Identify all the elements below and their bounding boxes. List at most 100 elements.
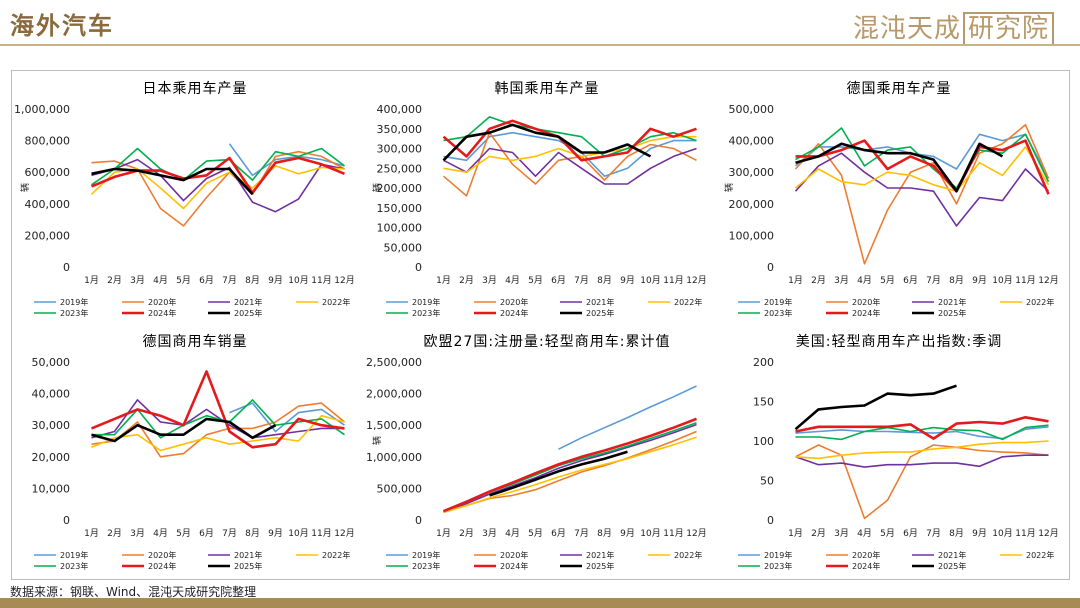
series-line-2025年 [442,123,652,162]
y-axis-label: 辆 [19,183,31,192]
x-tick-label: 1月 [788,528,803,539]
legend-label: 2019年 [412,550,440,560]
y-tick-label: 250,000 [377,162,423,175]
y-tick-label: 200 [753,356,774,369]
chart-panel-eu27-lcv-registrations: 欧盟27国:注册量:轻型商用车:累计值 0 500,000 1,000,000 1,50… [364,324,714,576]
series-line-2019年 [228,143,345,177]
brand-logo: 混沌天成 研究院 [853,8,1054,46]
chart-svg: 德国商用车销量 0 10,000 20,000 30,000 40,000 50,000 1月… [32,333,355,571]
y-tick-label: 0 [63,261,70,274]
x-tick-label: 8月 [245,275,260,286]
series-line-2020年 [91,150,345,227]
legend-label: 2025年 [234,308,262,318]
x-tick-label: 5月 [880,528,895,539]
legend-label: 2024年 [148,308,176,318]
x-tick-label: 12月 [1038,275,1058,286]
y-tick-label: 2,500,000 [366,356,422,369]
y-tick-label: 0 [767,261,774,274]
x-tick-label: 2月 [459,275,474,286]
legend-label: 2019年 [412,297,440,307]
y-tick-label: 400,000 [25,198,71,211]
legend-label: 2022年 [674,297,702,307]
series-line-2021年 [91,158,345,213]
series-line-2024年 [91,156,345,194]
series-line-2025年 [489,450,628,497]
y-tick-label: 350,000 [377,123,423,136]
legend-label: 2020年 [500,550,528,560]
series-line-2023年 [91,399,345,439]
legend-label: 2019年 [764,297,792,307]
legend-label: 2024年 [148,561,176,571]
x-tick-label: 8月 [245,528,260,539]
series-line-2024年 [91,370,345,449]
x-tick-label: 3月 [130,528,145,539]
y-tick-label: 150 [753,396,774,409]
legend-label: 2024年 [500,308,528,318]
x-tick-label: 12月 [334,528,354,539]
x-tick-label: 2月 [811,528,826,539]
charts-frame [11,70,1070,580]
legend-label: 2025年 [938,561,966,571]
x-tick-label: 6月 [199,275,214,286]
series-line-2025年 [794,384,957,431]
legend-label: 2022年 [1026,550,1054,560]
y-tick-label: 100 [753,435,774,448]
x-tick-label: 7月 [574,275,589,286]
x-tick-label: 7月 [926,528,941,539]
x-tick-label: 2月 [107,528,122,539]
x-tick-label: 9月 [620,275,635,286]
x-tick-label: 3月 [482,275,497,286]
x-tick-label: 1月 [84,275,99,286]
legend-label: 2020年 [148,297,176,307]
series-line-2020年 [442,131,697,197]
chart-title: 德国乘用车产量 [847,80,952,97]
legend-label: 2020年 [852,297,880,307]
series-line-2022年 [91,414,345,452]
legend-label: 2019年 [60,297,88,307]
y-tick-label: 150,000 [377,202,423,215]
x-tick-label: 11月 [311,528,331,539]
chart-svg: 德国乘用车产量 0 100,000 200,000 300,000 400,000 500,… [723,80,1059,318]
legend-label: 2022年 [1026,297,1054,307]
series-line-2024年 [795,416,1049,440]
x-tick-label: 11月 [663,528,683,539]
x-tick-label: 4月 [153,275,168,286]
chart-title: 德国商用车销量 [143,333,248,350]
legend-label: 2023年 [764,561,792,571]
x-tick-label: 6月 [903,528,918,539]
x-tick-label: 7月 [574,528,589,539]
y-tick-label: 50,000 [384,241,423,254]
legend-label: 2021年 [938,297,966,307]
series-line-2024年 [795,139,1050,195]
page-title: 海外汽车 [10,12,114,40]
x-tick-label: 4月 [505,528,520,539]
x-tick-label: 9月 [972,275,987,286]
series-line-2025年 [91,167,254,196]
x-tick-label: 11月 [1015,528,1035,539]
logo-box-text: 研究院 [962,12,1054,46]
legend-label: 2021年 [586,550,614,560]
series-line-2023年 [91,147,345,186]
legend-label: 2025年 [234,561,262,571]
x-tick-label: 1月 [436,275,451,286]
legend-label: 2020年 [500,297,528,307]
legend-label: 2020年 [148,550,176,560]
legend-label: 2021年 [586,297,614,307]
chart-panel-japan-passenger-production: 日本乘用车产量 0 200,000 400,000 600,000 800,000 1,00… [12,71,362,323]
y-tick-label: 1,000,000 [14,103,70,116]
y-tick-label: 500,000 [729,103,775,116]
legend-label: 2022年 [322,297,350,307]
x-tick-label: 1月 [84,528,99,539]
x-tick-label: 12月 [334,275,354,286]
series-line-2021年 [794,152,1050,227]
x-tick-label: 4月 [153,528,168,539]
x-tick-label: 12月 [686,275,706,286]
series-line-2022年 [443,436,697,514]
legend-label: 2025年 [938,308,966,318]
y-tick-label: 1,500,000 [366,419,422,432]
x-tick-label: 3月 [130,275,145,286]
y-tick-label: 50,000 [32,356,71,369]
legend-label: 2023年 [412,561,440,571]
x-tick-label: 10月 [992,275,1012,286]
series-line-2019年 [558,385,697,450]
